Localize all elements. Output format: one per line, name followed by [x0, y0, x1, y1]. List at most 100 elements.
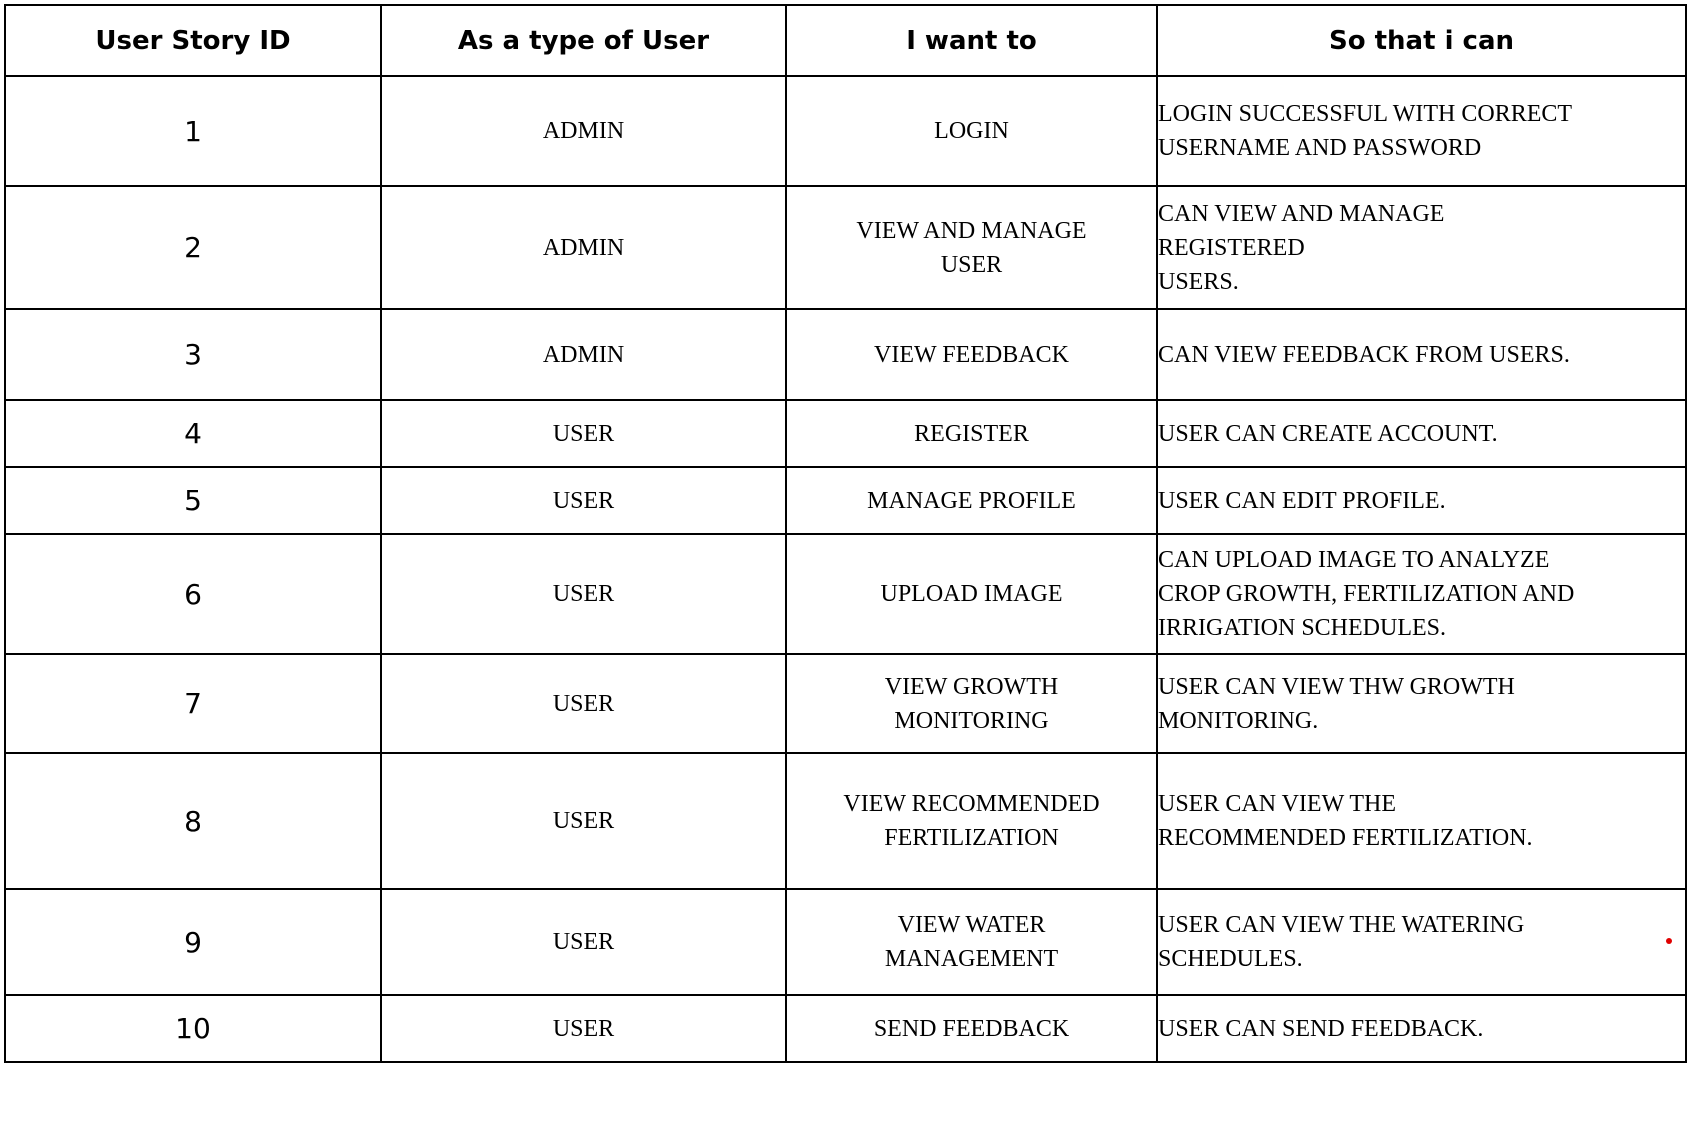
goal-cell-text: USER CAN VIEW THW GROWTH MONITORING. [1158, 673, 1515, 734]
table-row: 7 USER VIEW GROWTH MONITORING USER CAN VIEW… [4, 653, 1687, 754]
want-cell-text: VIEW GROWTH MONITORING [884, 673, 1059, 734]
table-row: 4 USER REGISTER USER CAN CREATE ACCOUNT. [4, 399, 1687, 468]
want-cell-text: REGISTER [914, 420, 1029, 447]
user-type-cell-text: USER [552, 929, 615, 955]
want-cell-text: VIEW RECOMMENDED FERTILIZATION [843, 791, 1100, 851]
goal-cell-text: USER CAN VIEW THE WATERING SCHEDULES. [1158, 912, 1525, 972]
goal-cell: CAN VIEW FEEDBACK FROM USERS. [1156, 308, 1687, 401]
story-id-cell-text: 6 [184, 577, 202, 611]
user-type-cell-text: USER [552, 581, 615, 607]
user-type-cell-text: ADMIN [542, 341, 625, 368]
want-cell: SEND FEEDBACK [785, 994, 1158, 1063]
goal-cell-text: USER CAN SEND FEEDBACK. [1158, 1015, 1484, 1042]
user-type-cell-text: USER [552, 487, 615, 514]
user-type-cell: ADMIN [380, 75, 787, 187]
table-row: 9 USER VIEW WATER MANAGEMENT USER CAN VIEW … [4, 888, 1687, 996]
user-type-cell: ADMIN [380, 308, 787, 401]
table-row: 3 ADMIN VIEW FEEDBACK CAN VIEW FEEDBACK FRO… [4, 308, 1687, 401]
user-type-cell: USER [380, 888, 787, 996]
want-cell: UPLOAD IMAGE [785, 533, 1158, 655]
want-cell-text: VIEW FEEDBACK [874, 341, 1069, 368]
goal-cell-text: CAN UPLOAD IMAGE TO ANALYZE CROP GROWTH,… [1158, 547, 1575, 641]
goal-cell: USER CAN SEND FEEDBACK. [1156, 994, 1687, 1063]
goal-cell-text: USER CAN CREATE ACCOUNT. [1158, 420, 1498, 447]
user-type-cell: USER [380, 752, 787, 890]
story-id-cell: 8 [4, 752, 382, 890]
want-cell: MANAGE PROFILE [785, 466, 1158, 535]
table-row: 10 USER SEND FEEDBACK USER CAN SEND FEEDBAC… [4, 994, 1687, 1063]
want-cell: VIEW GROWTH MONITORING [785, 653, 1158, 754]
goal-cell: CAN VIEW AND MANAGE REGISTERED USERS. [1156, 185, 1687, 310]
story-id-cell: 7 [4, 653, 382, 754]
want-cell-text: UPLOAD IMAGE [880, 581, 1063, 607]
user-type-cell: USER [380, 466, 787, 535]
want-cell: REGISTER [785, 399, 1158, 468]
story-id-cell: 4 [4, 399, 382, 468]
story-id-cell-text: 7 [184, 687, 202, 720]
table-row: 6 USER UPLOAD IMAGE CAN UPLOAD IMAGE TO ANA… [4, 533, 1687, 655]
user-stories-table: User Story ID As a type of User I want t… [4, 4, 1687, 1063]
goal-cell-text: CAN VIEW FEEDBACK FROM USERS. [1158, 341, 1570, 368]
story-id-cell: 5 [4, 466, 382, 535]
user-type-cell-text: USER [552, 1015, 615, 1042]
story-id-cell-text: 2 [184, 231, 202, 264]
user-type-cell: USER [380, 533, 787, 655]
story-id-cell: 6 [4, 533, 382, 655]
story-id-cell-text: 5 [184, 484, 202, 517]
story-id-cell-text: 9 [184, 925, 202, 959]
user-type-cell: USER [380, 399, 787, 468]
red-marker-dot [1666, 938, 1672, 944]
want-cell: VIEW WATER MANAGEMENT [785, 888, 1158, 996]
story-id-cell-text: 3 [184, 338, 202, 371]
user-type-cell-text: USER [552, 690, 615, 717]
goal-cell: USER CAN CREATE ACCOUNT. [1156, 399, 1687, 468]
want-cell-text: VIEW AND MANAGE USER [856, 217, 1087, 278]
goal-cell-text: USER CAN EDIT PROFILE. [1158, 487, 1446, 514]
user-type-cell: USER [380, 653, 787, 754]
table-row: 1 ADMIN LOGIN LOGIN SUCCESSFUL WITH CORRECT… [4, 75, 1687, 187]
story-id-cell: 2 [4, 185, 382, 310]
user-type-cell-text: ADMIN [542, 118, 625, 144]
story-id-cell-text: 4 [184, 417, 202, 450]
user-type-cell-text: USER [552, 808, 615, 834]
header-row: User Story ID As a type of User I want t… [4, 4, 1687, 77]
want-cell-text: SEND FEEDBACK [873, 1015, 1070, 1042]
user-type-cell-text: USER [552, 420, 615, 447]
header-i-want-to: I want to [785, 4, 1158, 77]
goal-cell: USER CAN VIEW THE WATERING SCHEDULES. [1156, 888, 1687, 996]
story-id-cell: 1 [4, 75, 382, 187]
goal-cell: USER CAN EDIT PROFILE. [1156, 466, 1687, 535]
story-id-cell: 9 [4, 888, 382, 996]
goal-cell-text: CAN VIEW AND MANAGE REGISTERED USERS. [1158, 200, 1445, 295]
goal-cell: CAN UPLOAD IMAGE TO ANALYZE CROP GROWTH,… [1156, 533, 1687, 655]
goal-cell-text: USER CAN VIEW THE RECOMMENDED FERTILIZAT… [1158, 791, 1533, 851]
story-id-cell-text: 1 [184, 114, 202, 148]
want-cell-text: MANAGE PROFILE [867, 487, 1076, 514]
want-cell-text: LOGIN [934, 118, 1009, 144]
table-row: 5 USER MANAGE PROFILE USER CAN EDIT PROFILE… [4, 466, 1687, 535]
user-type-cell: ADMIN [380, 185, 787, 310]
header-so-that-i-can: So that i can [1156, 4, 1687, 77]
story-id-cell-text: 10 [175, 1012, 211, 1045]
table-header: User Story ID As a type of User I want t… [4, 4, 1687, 77]
header-user-type: As a type of User [380, 4, 787, 77]
user-type-cell: USER [380, 994, 787, 1063]
want-cell-text: VIEW WATER MANAGEMENT [884, 912, 1059, 972]
table-row: 8 USER VIEW RECOMMENDED FERTILIZATION USER … [4, 752, 1687, 890]
story-id-cell-text: 8 [184, 804, 202, 838]
goal-cell: USER CAN VIEW THE RECOMMENDED FERTILIZAT… [1156, 752, 1687, 890]
want-cell: VIEW RECOMMENDED FERTILIZATION [785, 752, 1158, 890]
story-id-cell: 3 [4, 308, 382, 401]
want-cell: LOGIN [785, 75, 1158, 187]
user-type-cell-text: ADMIN [542, 234, 625, 261]
want-cell: VIEW AND MANAGE USER [785, 185, 1158, 310]
table-row: 2 ADMIN VIEW AND MANAGE USER CAN VIEW AND M… [4, 185, 1687, 310]
header-user-story-id: User Story ID [4, 4, 382, 77]
goal-cell: USER CAN VIEW THW GROWTH MONITORING. [1156, 653, 1687, 754]
want-cell: VIEW FEEDBACK [785, 308, 1158, 401]
goal-cell: LOGIN SUCCESSFUL WITH CORRECT USERNAME A… [1156, 75, 1687, 187]
goal-cell-text: LOGIN SUCCESSFUL WITH CORRECT USERNAME A… [1158, 101, 1573, 161]
table-body: 1 ADMIN LOGIN LOGIN SUCCESSFUL WITH CORRECT… [4, 75, 1687, 1063]
story-id-cell: 10 [4, 994, 382, 1063]
